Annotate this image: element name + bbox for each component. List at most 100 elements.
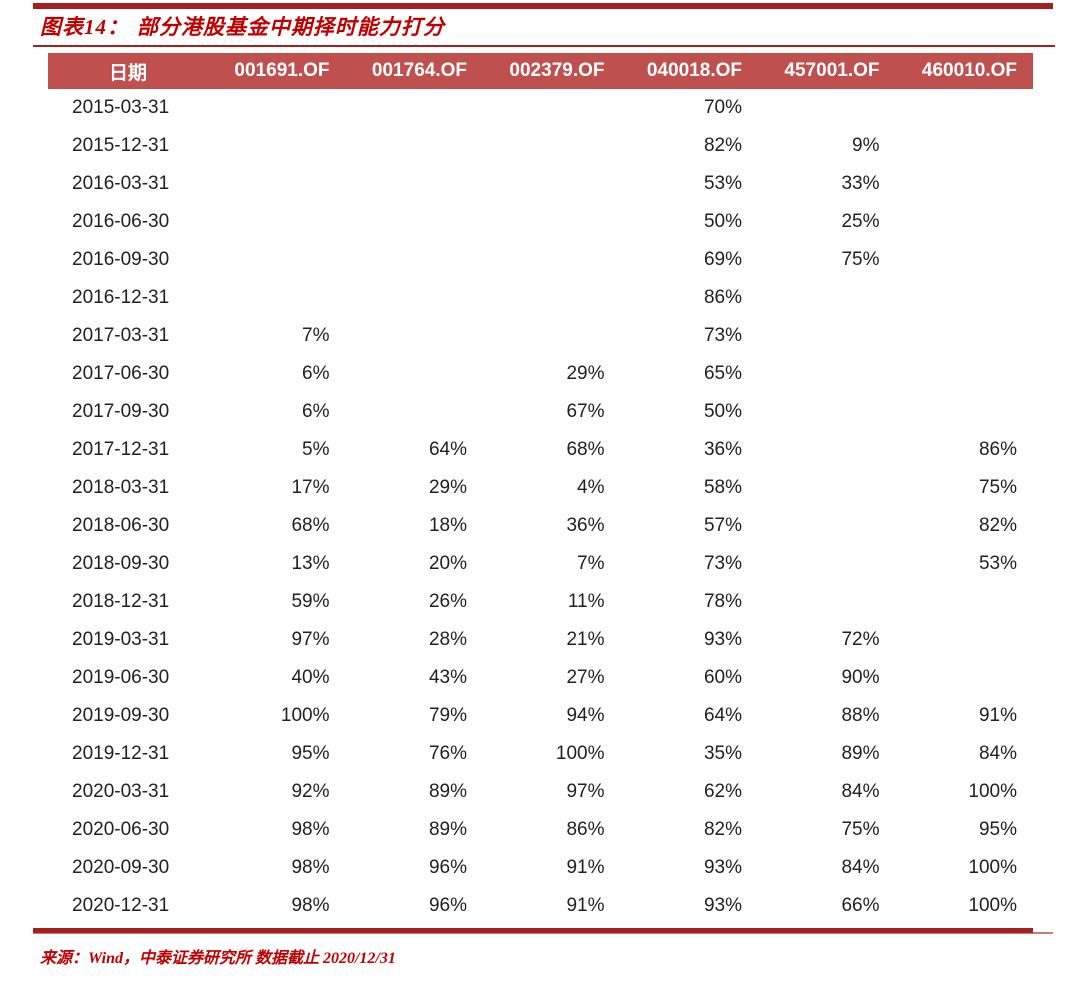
value-cell: 21% [566, 629, 605, 650]
value-cell: 89% [841, 743, 880, 764]
date-cell: 2015-12-31 [72, 135, 170, 156]
column-header-fund-040018.OF: 040018.OF [646, 60, 742, 81]
table-head: 日期 001691.OF 001764.OF 002379.OF 040018.OF 45… [48, 53, 1033, 89]
date-cell: 2020-06-30 [72, 819, 170, 840]
date-cell: 2017-03-31 [72, 325, 170, 346]
table-row: 2018-09-30 13% 20% 7% 73% 53% [48, 545, 1033, 583]
value-cell: 98% [291, 895, 330, 916]
date-cell: 2017-12-31 [72, 439, 170, 460]
value-cell [758, 279, 896, 317]
value-cell: 6% [302, 401, 330, 422]
value-cell: 94% [566, 705, 605, 726]
value-cell [896, 317, 1034, 355]
date-cell: 2018-06-30 [72, 515, 170, 536]
date-cell: 2016-03-31 [72, 173, 170, 194]
value-cell [896, 355, 1034, 393]
value-cell: 7% [577, 553, 605, 574]
value-cell: 91% [566, 895, 605, 916]
table-row: 2020-03-31 92% 89% 97% 62% 84% 100% [48, 773, 1033, 811]
value-cell: 59% [291, 591, 330, 612]
value-cell [483, 203, 621, 241]
value-cell: 79% [428, 705, 467, 726]
value-cell: 6% [302, 363, 330, 384]
figure-title: 图表14： 部分港股基金中期择时能力打分 [40, 12, 445, 42]
table-row: 2020-06-30 98% 89% 86% 82% 75% 95% [48, 811, 1033, 849]
date-cell: 2019-09-30 [72, 705, 170, 726]
value-cell [758, 507, 896, 545]
bottom-rule [33, 928, 1033, 933]
value-cell: 72% [841, 629, 880, 650]
value-cell: 92% [291, 781, 330, 802]
value-cell: 75% [841, 819, 880, 840]
value-cell [758, 545, 896, 583]
value-cell: 60% [703, 667, 742, 688]
date-cell: 2019-06-30 [72, 667, 170, 688]
value-cell: 13% [291, 553, 330, 574]
value-cell: 86% [978, 439, 1017, 460]
value-cell [346, 165, 484, 203]
value-cell: 17% [291, 477, 330, 498]
value-cell: 93% [703, 629, 742, 650]
value-cell [346, 127, 484, 165]
value-cell: 75% [841, 249, 880, 270]
value-cell [896, 165, 1034, 203]
value-cell: 88% [841, 705, 880, 726]
value-cell [483, 241, 621, 279]
column-header-fund-002379.OF: 002379.OF [509, 60, 605, 81]
value-cell [758, 89, 896, 127]
value-cell: 40% [291, 667, 330, 688]
value-cell: 18% [428, 515, 467, 536]
value-cell: 27% [566, 667, 605, 688]
table-row: 2017-03-31 7% 73% [48, 317, 1033, 355]
value-cell: 65% [703, 363, 742, 384]
value-cell: 78% [703, 591, 742, 612]
value-cell: 26% [428, 591, 467, 612]
table-row: 2017-12-31 5% 64% 68% 36% 86% [48, 431, 1033, 469]
value-cell: 29% [428, 477, 467, 498]
table-row: 2019-03-31 97% 28% 21% 93% 72% [48, 621, 1033, 659]
value-cell: 73% [703, 325, 742, 346]
date-cell: 2016-12-31 [72, 287, 170, 308]
value-cell: 82% [978, 515, 1017, 536]
value-cell [896, 279, 1034, 317]
value-cell: 90% [841, 667, 880, 688]
value-cell: 25% [841, 211, 880, 232]
value-cell [896, 393, 1034, 431]
fund-timing-score-table: 日期 001691.OF 001764.OF 002379.OF 040018.OF 45… [48, 53, 1033, 925]
value-cell: 84% [841, 857, 880, 878]
value-cell [483, 165, 621, 203]
value-cell: 91% [978, 705, 1017, 726]
value-cell: 64% [703, 705, 742, 726]
date-cell: 2019-12-31 [72, 743, 170, 764]
value-cell [758, 393, 896, 431]
value-cell [896, 203, 1034, 241]
table-row: 2017-06-30 6% 29% 65% [48, 355, 1033, 393]
table-row: 2018-06-30 68% 18% 36% 57% 82% [48, 507, 1033, 545]
value-cell: 68% [291, 515, 330, 536]
value-cell: 68% [566, 439, 605, 460]
value-cell: 50% [703, 211, 742, 232]
value-cell [896, 127, 1034, 165]
title-underline [33, 45, 1055, 47]
value-cell: 20% [428, 553, 467, 574]
table-row: 2019-09-30 100% 79% 94% 64% 88% 91% [48, 697, 1033, 735]
date-cell: 2019-03-31 [72, 629, 170, 650]
value-cell [208, 127, 346, 165]
value-cell: 84% [978, 743, 1017, 764]
column-header-fund-001764.OF: 001764.OF [371, 60, 467, 81]
value-cell: 64% [428, 439, 467, 460]
value-cell: 9% [852, 135, 880, 156]
table-row: 2016-06-30 50% 25% [48, 203, 1033, 241]
value-cell: 7% [302, 325, 330, 346]
column-header-fund-001691.OF: 001691.OF [234, 60, 330, 81]
value-cell: 69% [703, 249, 742, 270]
table-body: 2015-03-31 70% 2015-12-31 82% 9% 2016-03-31 53… [48, 89, 1033, 925]
value-cell: 86% [703, 287, 742, 308]
value-cell: 53% [703, 173, 742, 194]
date-cell: 2017-09-30 [72, 401, 170, 422]
value-cell [346, 317, 484, 355]
value-cell: 98% [291, 857, 330, 878]
value-cell: 75% [978, 477, 1017, 498]
table-row: 2017-09-30 6% 67% 50% [48, 393, 1033, 431]
